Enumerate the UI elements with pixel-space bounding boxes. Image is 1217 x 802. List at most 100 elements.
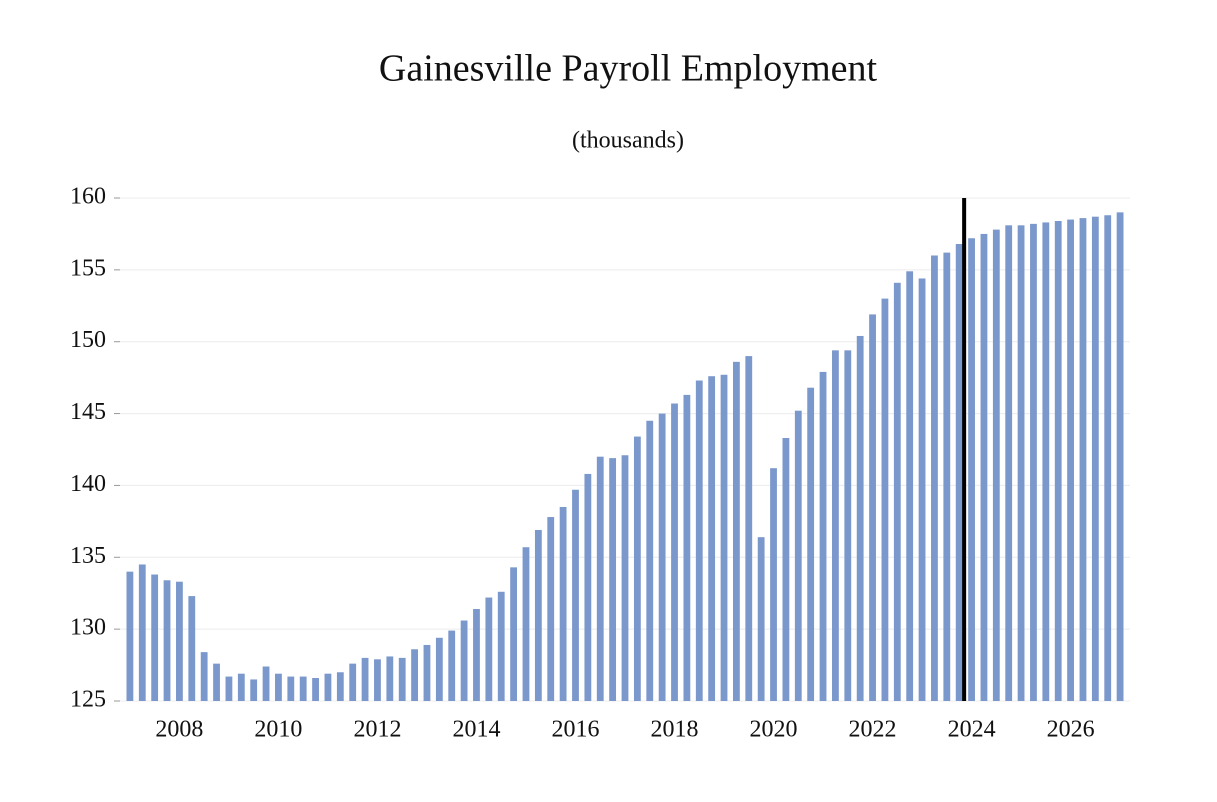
bar	[349, 663, 357, 701]
x-tick-label: 2016	[551, 717, 599, 743]
x-tick-label: 2022	[849, 717, 897, 743]
chart-subtitle: (thousands)	[572, 128, 684, 154]
bar	[695, 380, 703, 701]
y-tick-label: 125	[70, 687, 106, 713]
x-tick-label: 2020	[750, 717, 798, 743]
bar	[980, 233, 988, 701]
bar	[386, 656, 394, 701]
bar	[621, 455, 629, 701]
bar	[411, 649, 418, 701]
bar	[658, 413, 666, 701]
x-tick-label: 2018	[651, 717, 699, 743]
bar	[460, 620, 468, 701]
bar	[819, 371, 827, 701]
bar	[745, 356, 753, 701]
bar	[844, 350, 852, 701]
bar	[572, 489, 579, 701]
bar	[1054, 220, 1062, 701]
bar	[906, 271, 914, 701]
y-tick-label: 150	[70, 327, 106, 353]
chart-title: Gainesville Payroll Employment	[379, 48, 878, 90]
bar	[596, 456, 604, 701]
bar	[881, 298, 889, 701]
x-tick-label: 2008	[155, 717, 203, 743]
bar	[794, 410, 802, 701]
bar	[1042, 222, 1050, 701]
bar	[609, 458, 617, 701]
bar	[807, 387, 815, 701]
bar	[361, 657, 369, 701]
bar	[188, 596, 196, 701]
x-tick-label: 2010	[254, 717, 302, 743]
bar	[275, 673, 282, 701]
bar	[782, 438, 790, 701]
bar	[176, 581, 183, 701]
bar	[225, 676, 233, 701]
bar	[534, 529, 542, 701]
bar	[955, 243, 963, 701]
bar	[138, 564, 146, 701]
bar	[1091, 216, 1099, 701]
x-tick-label: 2012	[353, 717, 401, 743]
y-tick-label: 145	[70, 399, 106, 425]
bar	[336, 672, 344, 701]
bar	[485, 597, 493, 701]
bar	[200, 652, 208, 701]
bar	[1079, 218, 1087, 701]
bar	[559, 506, 567, 701]
y-tick-label: 135	[70, 543, 106, 569]
y-tick-label: 130	[70, 615, 106, 641]
bar	[584, 473, 592, 701]
bar	[992, 229, 1000, 702]
bar	[151, 574, 159, 701]
x-tick-label: 2026	[1047, 717, 1095, 743]
bar	[374, 659, 381, 701]
bar	[299, 676, 307, 701]
bar	[262, 666, 270, 701]
bar	[683, 394, 691, 701]
bar	[435, 637, 443, 701]
bar	[213, 663, 220, 701]
bar	[918, 278, 926, 701]
bar	[633, 436, 641, 701]
bar	[250, 679, 258, 701]
bar	[126, 571, 134, 701]
bar	[423, 644, 431, 701]
bar	[1067, 219, 1074, 702]
bar	[856, 335, 864, 701]
bar	[237, 673, 245, 701]
bar	[312, 678, 319, 701]
bar	[968, 238, 975, 702]
bar	[510, 567, 518, 701]
bar	[832, 350, 839, 701]
bar	[1104, 215, 1112, 701]
x-tick-label: 2014	[452, 717, 500, 743]
bar	[720, 374, 728, 701]
y-tick-label: 160	[70, 184, 106, 210]
bar	[1017, 225, 1025, 701]
bar	[869, 314, 876, 701]
bar	[324, 673, 332, 701]
bar	[473, 609, 480, 701]
bar	[163, 580, 171, 701]
bar	[646, 420, 654, 701]
bar	[287, 676, 295, 701]
bar	[398, 657, 406, 701]
bar	[671, 403, 678, 701]
bar	[770, 468, 777, 701]
bar	[757, 537, 765, 701]
x-tick-label: 2024	[948, 717, 996, 743]
bar	[893, 282, 901, 701]
bar	[1030, 223, 1037, 701]
bar	[448, 630, 456, 701]
bar	[497, 591, 505, 701]
bar	[732, 361, 740, 701]
y-tick-label: 140	[70, 471, 106, 497]
bar	[708, 376, 716, 701]
bar	[931, 255, 938, 701]
bar	[522, 547, 530, 701]
bar	[943, 252, 951, 701]
y-tick-label: 155	[70, 255, 106, 281]
bar	[1116, 212, 1124, 701]
